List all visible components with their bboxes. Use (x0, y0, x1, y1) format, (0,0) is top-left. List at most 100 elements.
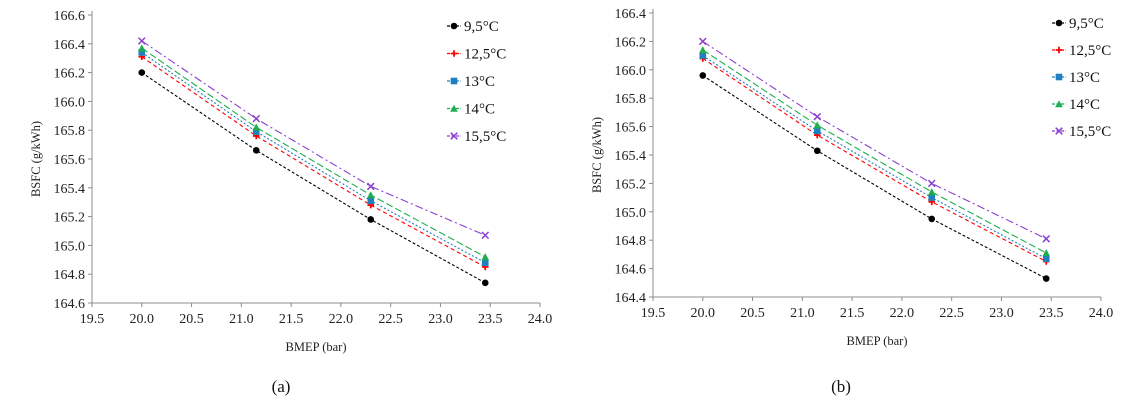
data-point-3 (928, 194, 936, 201)
y-tick-label: 165.2 (615, 177, 647, 192)
data-point-1 (481, 279, 489, 287)
legend-marker (450, 22, 458, 30)
data-point-5 (1042, 234, 1051, 243)
legend-entry-3: 13°C (1052, 70, 1100, 86)
y-tick-label: 166.4 (615, 7, 647, 22)
data-point-1 (813, 147, 821, 155)
y-axis-label: BSFC (g/kWh) (590, 117, 604, 193)
x-tick-label: 23.0 (428, 312, 453, 327)
y-tick-label: 165.8 (615, 92, 647, 107)
legend-marker (1055, 100, 1063, 108)
legend-label: 13°C (464, 74, 495, 90)
legend-marker (1055, 46, 1063, 54)
legend-entry-5: 15,5°C (1052, 124, 1111, 140)
legend-entry-3: 13°C (447, 74, 495, 90)
y-tick-label: 164.6 (615, 263, 647, 278)
legend-entry-4: 14°C (447, 102, 495, 118)
x-tick-label: 20.0 (130, 312, 155, 327)
data-point-4 (927, 188, 936, 196)
data-point-5 (481, 231, 490, 240)
y-tick-label: 165.2 (54, 211, 86, 226)
series-line-2 (702, 57, 1047, 262)
y-tick-label: 166.0 (54, 95, 86, 110)
y-tick-label: 164.4 (615, 291, 647, 306)
y-tick-label: 165.6 (615, 121, 647, 136)
data-point-4 (481, 253, 490, 261)
data-point-4 (698, 46, 707, 54)
legend-label: 12,5°C (1069, 43, 1111, 59)
y-tick-label: 165.4 (54, 182, 86, 197)
series-line-2 (141, 56, 486, 268)
x-tick-label: 24.0 (528, 312, 553, 327)
data-point-4 (1042, 249, 1051, 257)
data-point-4 (137, 44, 146, 52)
legend-entry-2: 12,5°C (447, 47, 506, 63)
data-point-3 (252, 128, 260, 135)
series-line-4 (702, 49, 1047, 254)
x-tick-label: 22.0 (890, 306, 915, 321)
data-point-3 (138, 49, 146, 56)
panel-caption: (a) (272, 377, 291, 396)
y-tick-label: 166.6 (54, 9, 86, 24)
x-tick-label: 21.0 (229, 312, 254, 327)
legend-label: 12,5°C (464, 47, 506, 63)
y-tick-label: 166.0 (615, 64, 647, 79)
x-tick-label: 22.5 (378, 312, 403, 327)
data-point-5 (927, 179, 936, 188)
series-5 (698, 37, 1051, 243)
series-4 (698, 46, 1051, 257)
y-tick-label: 165.4 (615, 149, 647, 164)
y-axis-label: BSFC (g/kWh) (29, 121, 43, 197)
y-tick-label: 164.6 (54, 297, 86, 312)
series-3 (138, 49, 489, 266)
legend-label: 9,5°C (1069, 16, 1104, 32)
legend-marker (1055, 19, 1063, 27)
legend-entry-5: 15,5°C (447, 129, 506, 145)
data-point-3 (481, 259, 489, 266)
x-tick-label: 21.0 (790, 306, 815, 321)
legend-marker (1055, 73, 1063, 81)
legend-entry-4: 14°C (1052, 97, 1100, 113)
y-tick-label: 165.0 (615, 206, 647, 221)
legend-label: 15,5°C (464, 129, 506, 145)
x-tick-label: 19.5 (641, 306, 666, 321)
x-tick-label: 20.0 (691, 306, 716, 321)
legend-entry-1: 9,5°C (447, 19, 499, 35)
data-point-4 (813, 121, 822, 129)
data-point-5 (366, 182, 375, 191)
data-point-3 (699, 52, 707, 59)
series-line-3 (702, 55, 1047, 260)
bsfc-chart-a: 164.6 164.8 165.0 165.2 165.4 165.6 165.8 166.0… (29, 9, 553, 396)
data-point-1 (138, 69, 146, 76)
x-tick-label: 21.5 (840, 306, 865, 321)
data-point-3 (813, 127, 821, 135)
legend-label: 15,5°C (1069, 124, 1111, 140)
data-point-5 (698, 37, 707, 46)
legend-entry-2: 12,5°C (1052, 43, 1111, 59)
data-point-1 (1042, 275, 1050, 282)
series-3 (699, 52, 1050, 262)
series-line-5 (702, 40, 1047, 240)
data-point-1 (699, 72, 707, 79)
legend-marker (1055, 127, 1063, 135)
chart-panel-a: 164.6 164.8 165.0 165.2 165.4 165.6 165.8 166.0… (29, 9, 553, 396)
data-point-4 (252, 123, 261, 131)
x-tick-label: 22.5 (939, 306, 964, 321)
y-tick-label: 165.0 (54, 239, 86, 254)
data-point-5 (252, 114, 261, 123)
data-point-4 (366, 191, 375, 199)
legend-marker (450, 132, 458, 140)
data-point-3 (1042, 255, 1050, 262)
x-tick-label: 23.5 (1039, 306, 1064, 321)
y-tick-label: 166.2 (615, 35, 647, 50)
panel-caption: (b) (831, 377, 851, 396)
x-tick-label: 21.5 (279, 312, 304, 327)
x-tick-label: 20.5 (179, 312, 204, 327)
series-line-4 (141, 47, 486, 258)
x-tick-label: 19.5 (80, 312, 105, 327)
series-5 (137, 37, 490, 240)
legend-marker (450, 50, 458, 57)
legend-label: 14°C (464, 102, 495, 118)
series-1 (138, 69, 489, 287)
legend-marker (450, 104, 458, 112)
